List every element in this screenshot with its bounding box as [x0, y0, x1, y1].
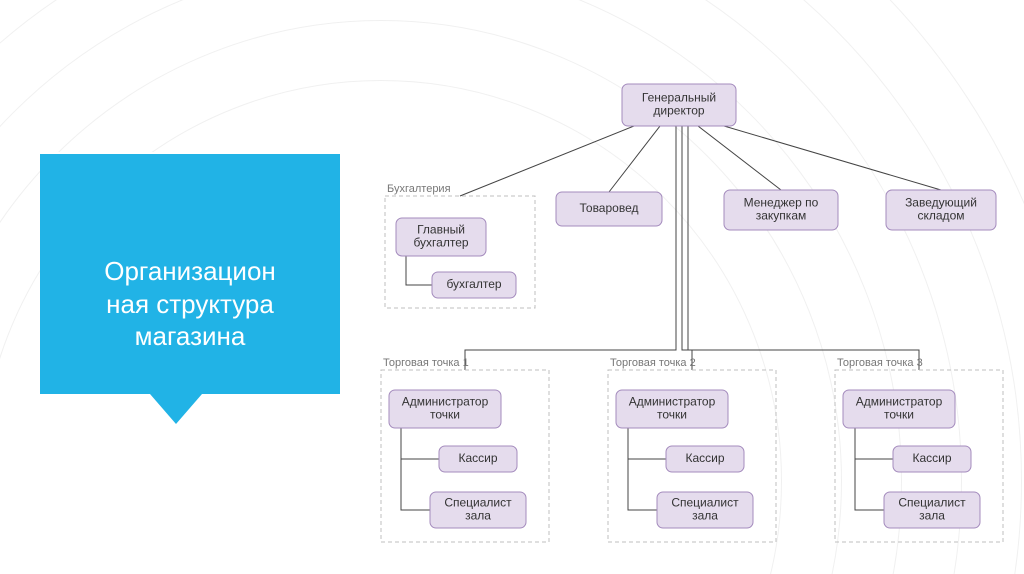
node-label-acc_head: бухгалтер [413, 236, 468, 250]
node-label-s2: Специалист [671, 496, 739, 510]
edge-a2-k2 [628, 428, 666, 459]
edge-a2-s2 [628, 428, 657, 510]
edge-root-ware [724, 126, 941, 190]
node-label-s2: зала [692, 509, 718, 523]
node-label-k2: Кассир [685, 451, 724, 465]
group-label-g_t3: Торговая точка 3 [837, 357, 923, 369]
node-label-s1: зала [465, 509, 491, 523]
edge-acc_head-acc1 [406, 256, 432, 285]
node-label-ware: Заведующий [905, 196, 977, 210]
edge-a1-k1 [401, 428, 439, 459]
group-label-g_t1: Торговая точка 1 [383, 357, 469, 369]
nodes-layer: ГенеральныйдиректорГлавныйбухгалтербухга… [389, 84, 996, 528]
node-label-a1: точки [430, 408, 460, 422]
edge-a3-k3 [855, 428, 893, 459]
slide: Организационная структурамагазина Бухгал… [0, 0, 1024, 574]
node-label-a3: точки [884, 408, 914, 422]
node-label-merch: Товаровед [580, 201, 639, 215]
edge-root-g_acc [460, 126, 634, 196]
edge-root-g_t3 [688, 126, 919, 370]
node-label-purch: Менеджер по [744, 196, 819, 210]
node-label-root: директор [653, 104, 704, 118]
node-label-s1: Специалист [444, 496, 512, 510]
edge-root-g_t1 [465, 126, 676, 370]
group-label-g_acc: Бухгалтерия [387, 183, 451, 195]
group-label-g_t2: Торговая точка 2 [610, 357, 696, 369]
edge-root-g_t2 [682, 126, 692, 370]
org-chart: Бухгалтерия Торговая точка 1 Торговая точк… [0, 0, 1024, 574]
node-label-a2: точки [657, 408, 687, 422]
node-label-root: Генеральный [642, 91, 716, 105]
node-label-a2: Администратор [629, 395, 716, 409]
node-label-s3: зала [919, 509, 945, 523]
edge-a1-s1 [401, 428, 430, 510]
node-label-k3: Кассир [912, 451, 951, 465]
node-label-purch: закупкам [756, 209, 807, 223]
edge-root-purch [698, 126, 781, 190]
node-label-s3: Специалист [898, 496, 966, 510]
node-label-acc_head: Главный [417, 223, 465, 237]
edge-a3-s3 [855, 428, 884, 510]
node-label-k1: Кассир [458, 451, 497, 465]
node-label-a3: Администратор [856, 395, 943, 409]
node-label-ware: складом [918, 209, 965, 223]
edge-root-merch [609, 126, 660, 192]
node-label-a1: Администратор [402, 395, 489, 409]
node-label-acc1: бухгалтер [446, 277, 501, 291]
